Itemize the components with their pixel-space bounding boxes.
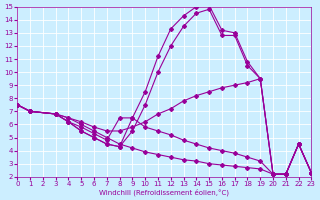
X-axis label: Windchill (Refroidissement éolien,°C): Windchill (Refroidissement éolien,°C) — [100, 188, 229, 196]
